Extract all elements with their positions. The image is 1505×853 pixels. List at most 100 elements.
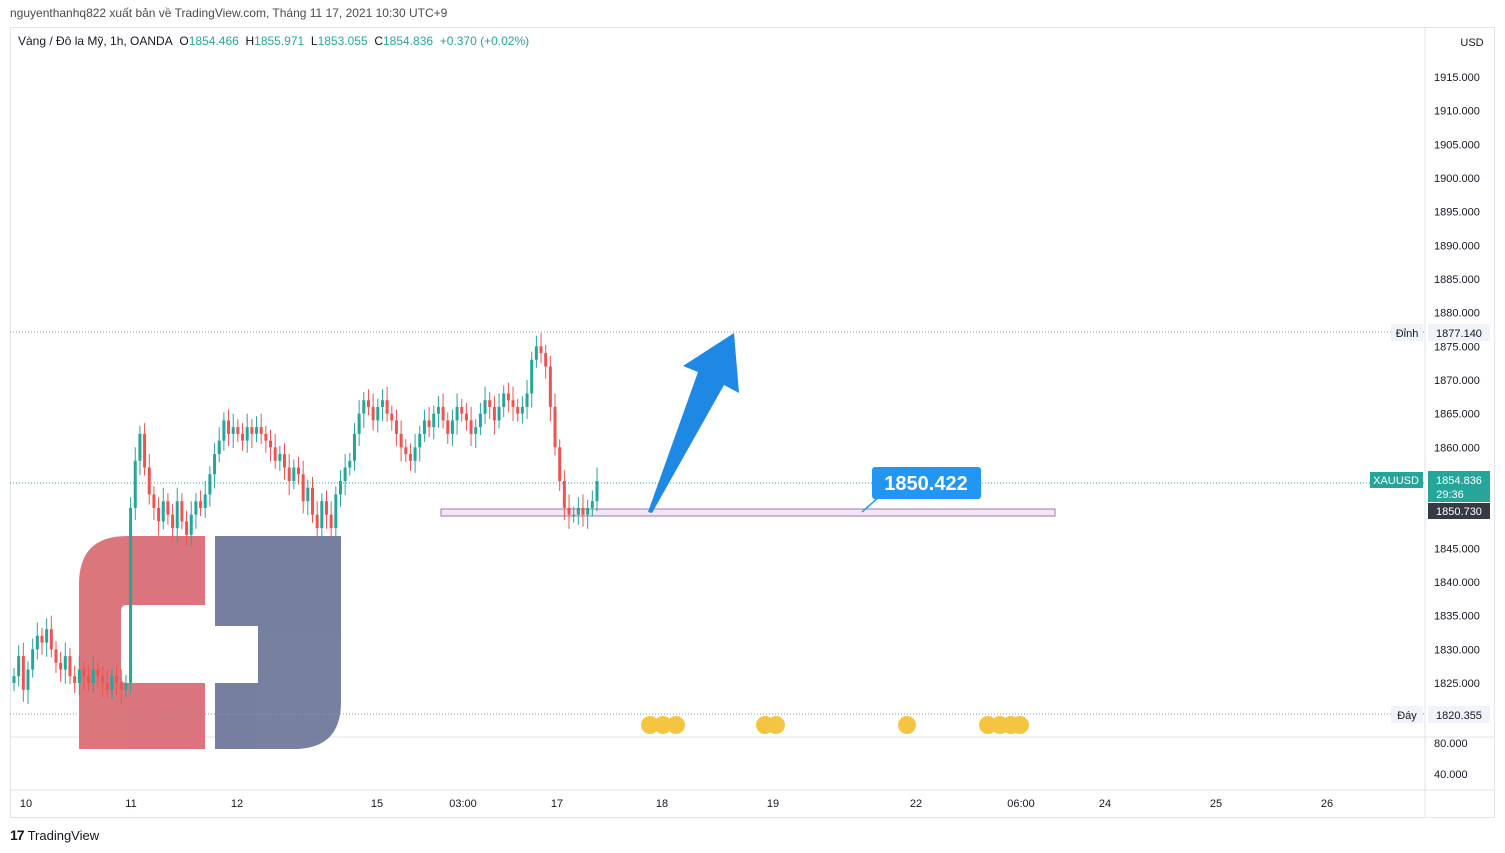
candle-body xyxy=(343,467,347,481)
support-price-value: 1850.730 xyxy=(1436,506,1482,518)
price-tick: 1870.000 xyxy=(1434,375,1480,387)
tradingview-logo-icon: 17 xyxy=(10,827,25,843)
time-axis: 10 11 12 15 03:00 17 18 19 22 06:00 24 25 26 xyxy=(20,798,1333,810)
price-tick: 1865.000 xyxy=(1434,409,1480,421)
price-tick: 1835.000 xyxy=(1434,611,1480,623)
us-flag-icon xyxy=(1011,716,1029,734)
candle-body xyxy=(231,427,235,434)
candle-body xyxy=(283,454,287,468)
candle-body xyxy=(460,406,464,414)
last-price-value: 1854.836 xyxy=(1436,475,1482,487)
candle-body xyxy=(17,656,21,677)
time-tick: 06:00 xyxy=(1007,798,1035,810)
candle-body xyxy=(576,507,580,515)
candle-body xyxy=(292,467,296,481)
open-label: O xyxy=(179,34,189,48)
candle-body xyxy=(152,494,156,508)
candle-body xyxy=(278,454,282,461)
candle-body xyxy=(590,501,594,508)
indicator-tick-40: 40.000 xyxy=(1434,769,1468,781)
time-tick: 17 xyxy=(551,798,563,810)
candle-body xyxy=(441,406,445,421)
candle-body xyxy=(245,427,249,441)
candle-body xyxy=(199,501,203,508)
candle-body xyxy=(115,676,119,683)
tradingview-footer[interactable]: 17 TradingView xyxy=(10,827,99,843)
price-tick: 1915.000 xyxy=(1434,72,1480,84)
countdown: 29:36 xyxy=(1436,489,1464,501)
candle-body xyxy=(12,676,16,683)
candle-body xyxy=(273,447,277,461)
low-value-bg xyxy=(1428,706,1490,723)
candle-body xyxy=(54,649,58,663)
price-tick: 1895.000 xyxy=(1434,207,1480,219)
price-tick: 1885.000 xyxy=(1434,274,1480,286)
candle-body xyxy=(264,433,268,441)
candle-body xyxy=(101,676,105,683)
candle-body xyxy=(208,474,212,495)
price-tick: 1905.000 xyxy=(1434,139,1480,151)
event-icons xyxy=(641,716,1029,734)
candle-body xyxy=(180,501,184,522)
us-flag-icon xyxy=(654,716,672,734)
price-tick: 1845.000 xyxy=(1434,543,1480,555)
price-tick: 1890.000 xyxy=(1434,240,1480,252)
candle-body xyxy=(338,481,342,495)
candle-body xyxy=(255,427,259,434)
candle-body xyxy=(259,427,263,434)
us-flag-icon xyxy=(898,716,916,734)
price-tick: 1900.000 xyxy=(1434,173,1480,185)
candle-body xyxy=(194,501,198,515)
low-label: L xyxy=(310,34,318,48)
candle-body xyxy=(45,629,49,643)
candle-body xyxy=(348,460,352,468)
candle-body xyxy=(185,521,189,535)
candle-body xyxy=(562,481,566,508)
candle-body xyxy=(68,656,72,677)
candle-body xyxy=(558,447,562,481)
high-value-bg xyxy=(1428,324,1490,341)
us-flag-icon xyxy=(767,716,785,734)
candle-body xyxy=(77,669,81,683)
callout-box xyxy=(872,467,981,499)
candle-body xyxy=(376,406,380,421)
candle-body xyxy=(586,507,590,515)
candle-body xyxy=(525,393,529,407)
candle-body xyxy=(511,400,515,407)
candle-body xyxy=(59,662,63,670)
candle-body xyxy=(506,393,510,401)
candle-body xyxy=(175,501,179,529)
support-price-bg xyxy=(1428,503,1490,519)
candle-body xyxy=(595,481,599,502)
candle-body xyxy=(418,433,422,448)
time-tick: 18 xyxy=(656,798,668,810)
candle-body xyxy=(544,353,548,367)
candle-body xyxy=(497,406,501,421)
candle-body xyxy=(91,669,95,683)
candle-body xyxy=(422,420,426,434)
symbol-legend: Vàng / Đô la Mỹ, 1h, OANDA O1854.466 H18… xyxy=(18,34,529,48)
candle-body xyxy=(324,501,328,515)
candle-body xyxy=(31,649,35,670)
price-tick: 1860.000 xyxy=(1434,442,1480,454)
candle-body xyxy=(171,514,175,529)
candle-body xyxy=(40,635,44,643)
last-price-bg xyxy=(1428,471,1490,502)
candle-body xyxy=(516,406,520,414)
candle-body xyxy=(366,400,370,407)
candle-body xyxy=(474,427,478,434)
candle-body xyxy=(539,346,543,354)
publish-info: nguyenthanhq822 xuất bản về TradingView.… xyxy=(10,6,448,20)
candle-body xyxy=(250,427,254,434)
ct-logo-watermark xyxy=(79,536,341,749)
candle-body xyxy=(581,507,585,515)
candle-body xyxy=(217,440,221,455)
candle-body xyxy=(157,507,161,522)
price-tick: 1825.000 xyxy=(1434,678,1480,690)
candle-body xyxy=(310,487,314,515)
candle-body xyxy=(390,413,394,421)
candle-body xyxy=(35,635,39,650)
candle-body xyxy=(385,400,389,414)
logo-t-shape xyxy=(215,536,341,749)
